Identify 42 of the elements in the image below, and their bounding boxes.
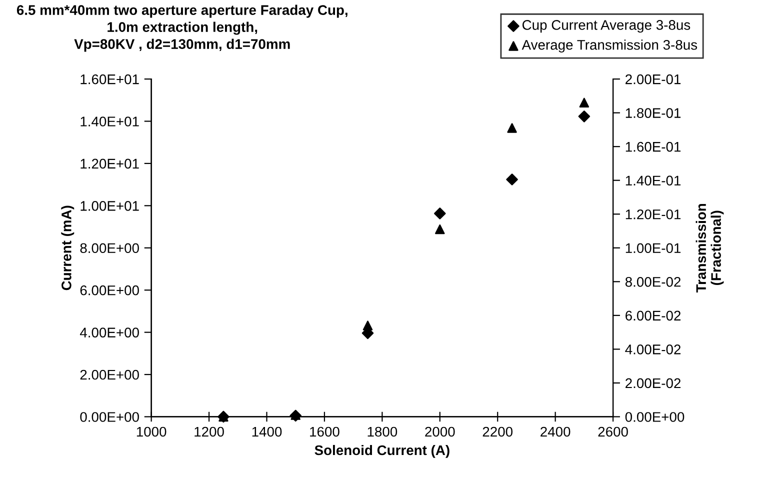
- point: [435, 224, 445, 234]
- y2-tick-label: 1.40E-01: [626, 176, 681, 186]
- point: [579, 98, 590, 108]
- y-tick-label: 6.00E+00: [80, 285, 139, 296]
- y2-tick-label: 1.60E-01: [626, 142, 681, 152]
- y2-tick-label: 2.00E-01: [626, 74, 681, 84]
- y-tick-label: 1.60E+01: [80, 74, 139, 84]
- y-tick-label: 1.00E+01: [80, 201, 139, 211]
- x-tick-label: 1400: [252, 426, 282, 437]
- legend-label: Cup Current Average 3-8us: [522, 20, 690, 33]
- y-tick-label: 8.00E+00: [80, 243, 139, 254]
- x-tick-label: 1800: [368, 426, 398, 437]
- y2-tick-label: 4.00E-02: [625, 344, 681, 354]
- point: [506, 174, 518, 186]
- x-tick-label: 2000: [425, 426, 455, 437]
- x-tick-label: 2400: [540, 426, 570, 437]
- y-tick-label: 0.00E+00: [80, 412, 139, 422]
- y2-tick-label: 1.80E-01: [626, 108, 681, 118]
- y2-tick-label: 1.20E-01: [626, 209, 681, 220]
- y-axis-title: Current (mA): [61, 206, 74, 290]
- x-tick-label: 2600: [598, 426, 628, 437]
- y2-tick-label: 2.00E-02: [626, 378, 681, 388]
- y2-tick-label: 0.00E+00: [625, 412, 684, 422]
- chart-title: 6.5 mm*40mm two aperture aperture Faraday Cup, 1.0m extraction length, Vp=80KV , d2=130mm, d1=70mm: [16, 4, 348, 52]
- y2-tick-label: 6.00E-02: [626, 310, 681, 321]
- point: [578, 110, 590, 122]
- y2-tick-label: 8.00E-02: [625, 276, 681, 287]
- y-tick-label: 1.40E+01: [80, 116, 139, 126]
- x-tick-label: 1200: [194, 426, 224, 437]
- y-tick-label: 1.20E+01: [80, 158, 139, 169]
- x-axis-title: Solenoid Current (A): [314, 444, 450, 458]
- y2-axis-title: Transmission (Fractional): [696, 204, 724, 292]
- x-tick-label: 1600: [310, 426, 340, 437]
- y-tick-label: 4.00E+00: [80, 328, 139, 338]
- y2-tick-label: 1.00E-01: [626, 243, 681, 254]
- point: [434, 208, 446, 220]
- x-tick-label: 1000: [136, 426, 166, 437]
- legend-label: Average Transmission 3-8us: [522, 40, 698, 53]
- point: [507, 123, 517, 133]
- x-tick-label: 2200: [482, 426, 513, 437]
- y-tick-label: 2.00E+00: [80, 370, 139, 380]
- point: [362, 320, 373, 330]
